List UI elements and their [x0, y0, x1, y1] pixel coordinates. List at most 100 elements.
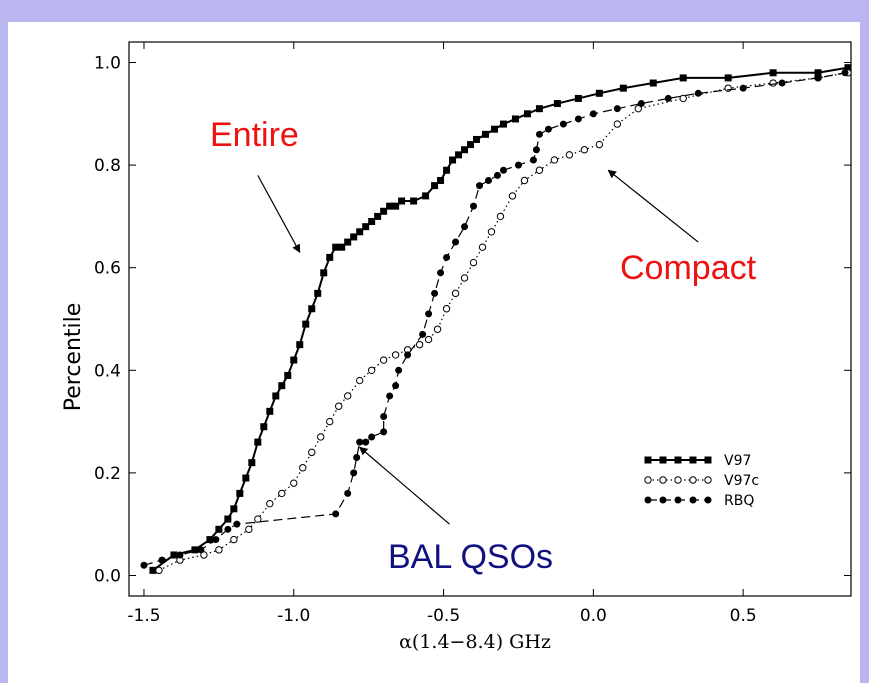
data-point-v97c — [245, 525, 253, 534]
data-point-v97 — [350, 233, 358, 241]
data-point-v97 — [170, 551, 178, 559]
x-tick-label: -1.0 — [277, 606, 310, 626]
data-point-v97c — [520, 176, 529, 185]
data-point-v97 — [535, 105, 543, 113]
data-point-v97c — [355, 376, 364, 385]
data-point-rbq — [452, 238, 460, 246]
data-point-v97c — [535, 166, 544, 174]
data-point-rbq — [140, 561, 148, 569]
data-point-v97c — [343, 392, 352, 400]
legend-marker-v97c — [674, 476, 682, 484]
data-point-rbq — [386, 392, 394, 400]
chart-annotations: Entire Compact BAL QSOs — [210, 116, 757, 576]
data-point-rbq — [470, 202, 478, 210]
data-point-v97c — [496, 212, 505, 221]
data-point-v97 — [724, 74, 732, 82]
data-point-v97 — [649, 79, 657, 87]
data-point-rbq — [332, 510, 340, 518]
data-point-v97 — [248, 459, 256, 467]
data-point-v97 — [449, 156, 457, 164]
legend-entry-v97: V97 — [644, 453, 751, 469]
data-point-rbq — [368, 433, 376, 441]
data-point-v97c — [613, 120, 622, 128]
data-point-v97 — [206, 536, 214, 544]
data-point-v97 — [362, 223, 370, 231]
data-point-v97 — [332, 243, 340, 251]
data-point-rbq — [841, 69, 849, 77]
data-point-v97c — [451, 289, 460, 298]
data-point-rbq — [350, 469, 358, 477]
data-point-rbq — [212, 536, 220, 544]
data-point-v97c — [254, 515, 262, 523]
legend-marker-rbq — [704, 496, 712, 504]
annotation-compact: Compact — [607, 169, 757, 287]
legend-marker-v97 — [689, 456, 697, 464]
data-point-v97 — [308, 305, 316, 313]
legend-marker-rbq — [689, 496, 697, 504]
figure-frame: -1.5 -1.0 -0.5 0.0 0.5 0.0 0.2 0.4 0.6 0.8 1.0 V97… — [8, 22, 860, 683]
annotation-label: Compact — [620, 249, 757, 287]
plot-frame — [128, 41, 852, 597]
legend-marker-rbq — [659, 496, 667, 504]
data-point-v97c — [391, 351, 400, 359]
annotation-arrow — [257, 175, 301, 254]
data-point-rbq — [637, 100, 645, 108]
data-point-v97 — [679, 74, 687, 82]
data-point-rbq — [664, 94, 672, 102]
data-point-v97c — [769, 79, 777, 87]
data-point-rbq — [419, 330, 427, 338]
y-tick-label: 0.4 — [94, 361, 121, 381]
data-point-v97 — [266, 407, 274, 415]
annotation-bal-qsos: BAL QSOs — [359, 446, 553, 576]
data-point-v97 — [386, 202, 394, 210]
data-point-rbq — [404, 351, 412, 359]
data-point-v97 — [619, 84, 627, 92]
data-point-v97c — [565, 151, 574, 159]
data-point-rbq — [197, 546, 205, 554]
x-axis-label: α(1.4−8.4) GHz — [399, 631, 551, 653]
data-point-v97c — [478, 243, 487, 251]
data-point-v97 — [356, 228, 364, 236]
chart-ticks: -1.5 -1.0 -0.5 0.0 0.5 0.0 0.2 0.4 0.6 0.8 1.0 — [94, 42, 851, 626]
y-tick-label: 0.0 — [94, 566, 121, 586]
data-point-rbq — [485, 177, 493, 184]
x-tick-label: 0.5 — [730, 606, 757, 626]
data-point-v97 — [254, 438, 262, 446]
x-tick-label: -0.5 — [427, 606, 460, 626]
data-point-v97c — [326, 417, 334, 426]
data-point-v97c — [679, 94, 687, 103]
data-point-v97 — [431, 182, 439, 190]
data-point-v97 — [290, 356, 298, 364]
data-point-v97c — [424, 335, 433, 344]
legend-marker-v97 — [674, 456, 682, 464]
data-point-rbq — [380, 412, 388, 420]
data-point-v97c — [317, 433, 325, 441]
legend-entry-v97c: V97c — [644, 473, 759, 489]
data-point-rbq — [535, 130, 543, 138]
legend-label-v97: V97 — [724, 453, 751, 469]
data-point-rbq — [589, 110, 597, 118]
data-point-v97 — [455, 151, 463, 159]
chart-legend: V97 V97c RBQ — [644, 453, 759, 509]
annotation-label: BAL QSOs — [388, 538, 553, 576]
data-point-v97c — [469, 258, 478, 267]
data-point-v97 — [260, 423, 268, 431]
data-point-v97 — [499, 120, 507, 128]
data-point-v97 — [326, 253, 334, 261]
data-point-v97 — [320, 269, 328, 277]
data-point-v97 — [230, 505, 238, 513]
data-point-v97c — [460, 274, 469, 282]
data-point-v97c — [290, 479, 298, 487]
data-point-rbq — [574, 115, 582, 123]
data-point-v97 — [814, 69, 822, 77]
data-point-rbq — [362, 438, 370, 446]
annotation-arrow — [359, 446, 450, 525]
data-point-v97c — [308, 448, 316, 457]
data-point-v97c — [335, 402, 343, 410]
data-point-rbq — [356, 438, 364, 446]
data-point-rbq — [233, 520, 241, 528]
data-point-v97 — [769, 69, 777, 77]
chart-marks — [128, 41, 852, 597]
data-point-v97 — [149, 566, 157, 574]
data-point-v97c — [433, 325, 442, 333]
